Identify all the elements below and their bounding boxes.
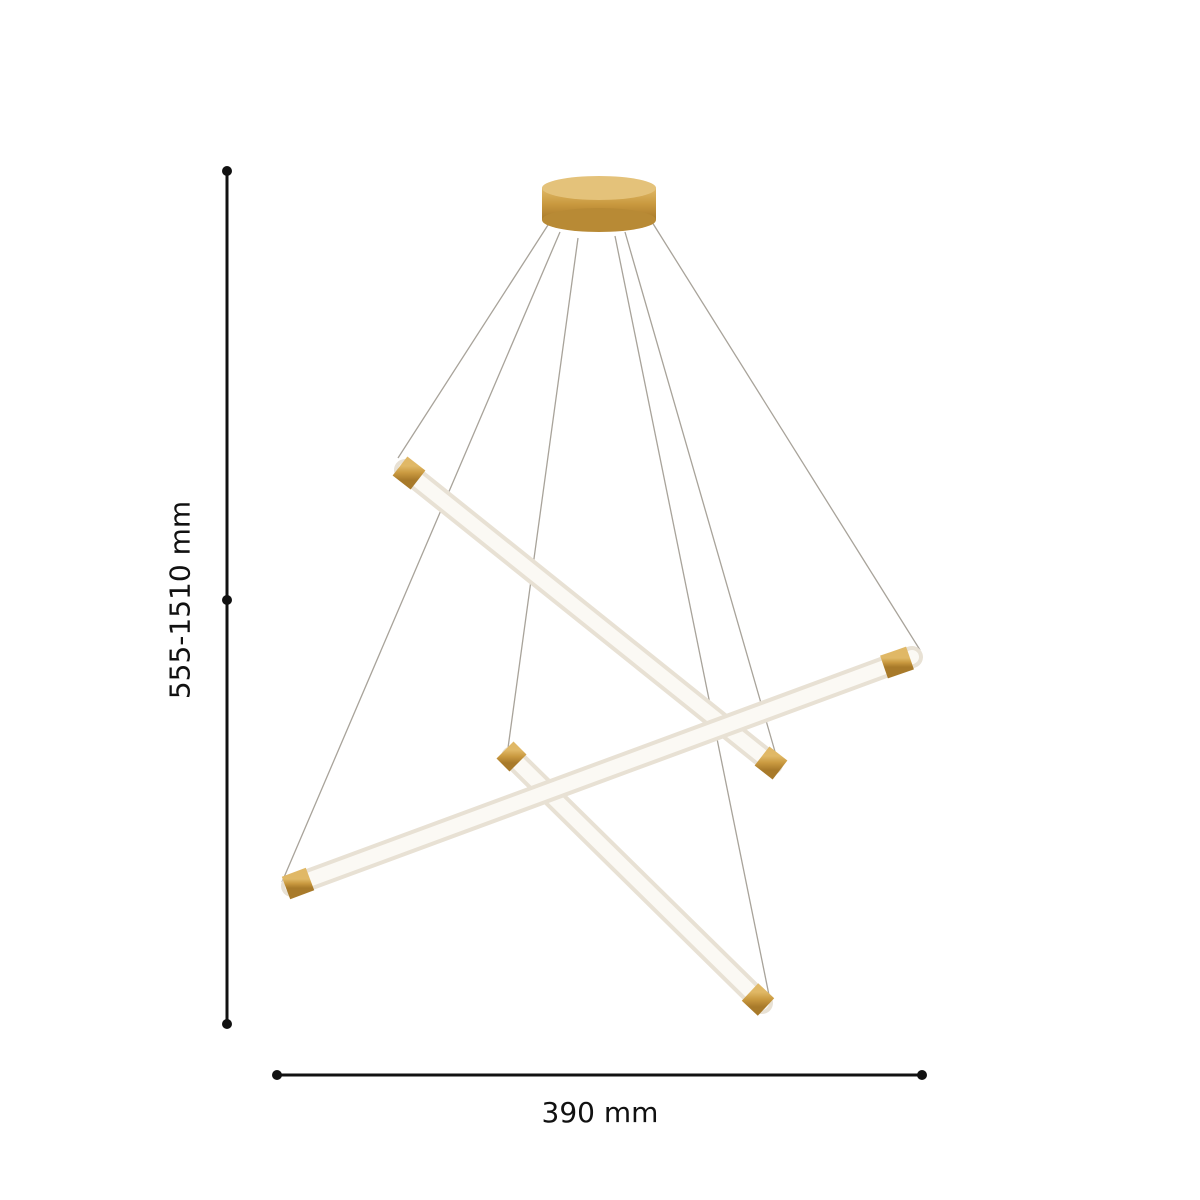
height-dimension-line (222, 166, 232, 1029)
suspension-wires (281, 221, 921, 1001)
height-dimension-label: 555-1510 mm (163, 500, 197, 700)
light-rod-upper (392, 456, 788, 780)
light-rod-long (281, 646, 923, 900)
width-dimension-label: 390 mm (541, 1096, 659, 1129)
width-dimension-line (272, 1070, 927, 1080)
ceiling-canopy (542, 176, 656, 232)
